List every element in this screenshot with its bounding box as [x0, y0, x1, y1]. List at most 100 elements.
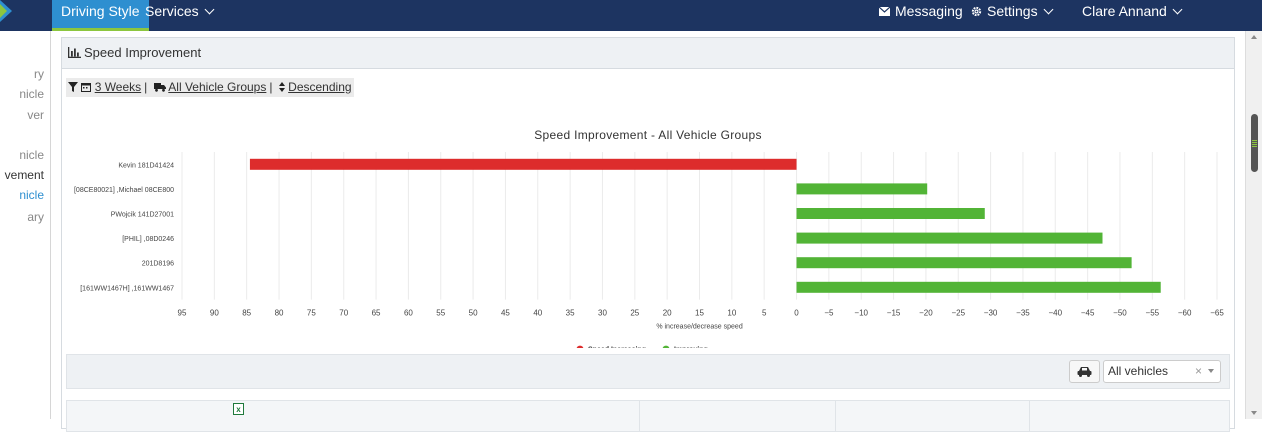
x-tick-label: 45	[501, 309, 510, 318]
filter-separator: |	[144, 80, 148, 94]
app-logo-icon[interactable]	[0, 0, 14, 22]
x-tick-label: 70	[339, 309, 348, 318]
gear-icon	[971, 6, 982, 17]
x-tick-label: −60	[1178, 309, 1192, 318]
sidebar-item[interactable]: ry	[34, 67, 44, 81]
nav-settings[interactable]: Settings	[962, 0, 1061, 28]
y-category-label: [PHIL] ,08D0246	[122, 236, 174, 243]
clear-selection-icon[interactable]: ×	[1194, 364, 1202, 378]
sidebar: ry nicle ver nicle vement nicle ary	[0, 31, 51, 419]
bar	[796, 232, 1103, 244]
sidebar-item[interactable]: ver	[27, 108, 44, 122]
nav-messaging-label: Messaging	[895, 3, 963, 19]
y-category-label: PWojcik 141D27001	[111, 212, 174, 219]
vehicle-select[interactable]: All vehicles ×	[1103, 360, 1221, 383]
nav-user-label: Clare Annand	[1082, 3, 1167, 19]
envelope-icon	[878, 6, 891, 16]
x-tick-label: 55	[436, 309, 445, 318]
x-tick-label: 65	[372, 309, 381, 318]
sort-icon	[278, 82, 285, 92]
filter-period[interactable]: 3 Weeks	[94, 80, 142, 94]
bar	[796, 208, 985, 219]
nav-services[interactable]: Services	[136, 0, 222, 28]
filter-bar[interactable]: 3 Weeks | All Vehicle Groups | Descending	[66, 78, 354, 97]
bar	[796, 183, 928, 195]
chevron-down-icon	[1043, 4, 1054, 15]
sidebar-item[interactable]: nicle	[19, 148, 44, 162]
x-tick-label: 40	[533, 309, 542, 318]
y-category-label: 201D8196	[142, 261, 174, 268]
sidebar-item-label: ver	[27, 108, 44, 122]
x-tick-label: −25	[951, 309, 965, 318]
results-table-header: x	[66, 400, 1230, 432]
page-scrollbar[interactable]	[1245, 31, 1262, 419]
sidebar-item-label: vement	[4, 168, 44, 182]
x-tick-label: −55	[1146, 309, 1160, 318]
x-tick-label: 50	[469, 309, 478, 318]
legend-marker	[576, 345, 584, 348]
x-tick-label: 35	[566, 309, 575, 318]
x-tick-label: 85	[242, 309, 251, 318]
sidebar-item-label: ary	[27, 210, 44, 224]
nav-messaging[interactable]: Messaging	[870, 0, 972, 28]
chevron-down-icon[interactable]	[1208, 369, 1214, 373]
x-tick-label: −20	[919, 309, 933, 318]
calendar-icon	[81, 83, 92, 92]
filter-vehicle-groups[interactable]: All Vehicle Groups	[168, 80, 267, 94]
car-icon	[1077, 367, 1092, 377]
filter-icon	[68, 82, 78, 92]
x-tick-label: 10	[727, 309, 736, 318]
nav-services-label: Services	[145, 3, 199, 19]
x-tick-label: −65	[1210, 309, 1224, 318]
y-category-label: Kevin 181D41424	[118, 162, 174, 169]
sidebar-item-label: nicle	[19, 87, 44, 101]
x-tick-label: 90	[210, 309, 219, 318]
speed-improvement-panel: Speed Improvement 3 Weeks | All Vehicle G…	[61, 37, 1235, 432]
vehicle-select-value: All vehicles	[1108, 364, 1169, 378]
sidebar-item[interactable]: ary	[27, 210, 44, 224]
table-column-divider	[835, 401, 836, 431]
vehicle-filter-bar: All vehicles ×	[66, 354, 1230, 389]
sidebar-item-label: nicle	[19, 188, 44, 202]
scroll-up-icon[interactable]	[1251, 35, 1257, 39]
top-nav-bar: Driving Style Services Messaging Setting…	[0, 0, 1262, 31]
nav-driving-style[interactable]: Driving Style	[52, 0, 149, 31]
table-column-divider	[1029, 401, 1030, 431]
scrollbar-thumb[interactable]	[1251, 114, 1258, 172]
table-column-divider	[639, 401, 640, 431]
chart-title: Speed Improvement - All Vehicle Groups	[534, 128, 762, 142]
bar	[796, 257, 1132, 269]
y-category-label: [08CE80021] ,Michael 08CE800	[74, 187, 174, 194]
sidebar-item-active[interactable]: nicle	[19, 188, 44, 202]
x-tick-label: 0	[794, 309, 799, 318]
x-tick-label: −30	[984, 309, 998, 318]
scroll-grip-icon	[1252, 140, 1257, 148]
scroll-down-icon[interactable]	[1251, 411, 1257, 415]
vehicle-type-button[interactable]	[1069, 360, 1100, 383]
legend-label: Speed Increasing	[588, 347, 646, 348]
sidebar-item-speed-improvement[interactable]: vement	[5, 168, 44, 182]
bar-chart-icon	[68, 47, 81, 58]
x-tick-label: 60	[404, 309, 413, 318]
nav-settings-label: Settings	[987, 3, 1038, 19]
svg-text:x: x	[236, 405, 241, 414]
sidebar-item[interactable]: nicle	[19, 87, 44, 101]
x-tick-label: 80	[275, 309, 284, 318]
nav-user-menu[interactable]: Clare Annand	[1073, 0, 1190, 28]
chevron-down-icon	[204, 4, 215, 15]
x-tick-label: −10	[854, 309, 868, 318]
x-tick-label: 25	[630, 309, 639, 318]
bar	[796, 281, 1161, 293]
x-tick-label: 30	[598, 309, 607, 318]
x-tick-label: −50	[1113, 309, 1127, 318]
x-tick-label: −45	[1081, 309, 1095, 318]
x-tick-label: 75	[307, 309, 316, 318]
x-tick-label: −5	[824, 309, 834, 318]
filter-sort-order[interactable]: Descending	[288, 80, 352, 94]
x-tick-label: −35	[1016, 309, 1030, 318]
panel-title: Speed Improvement	[84, 45, 202, 60]
legend-marker	[662, 345, 670, 348]
sidebar-item-label: nicle	[19, 148, 44, 162]
x-tick-label: 20	[663, 309, 672, 318]
excel-export-icon[interactable]: x	[233, 403, 244, 415]
